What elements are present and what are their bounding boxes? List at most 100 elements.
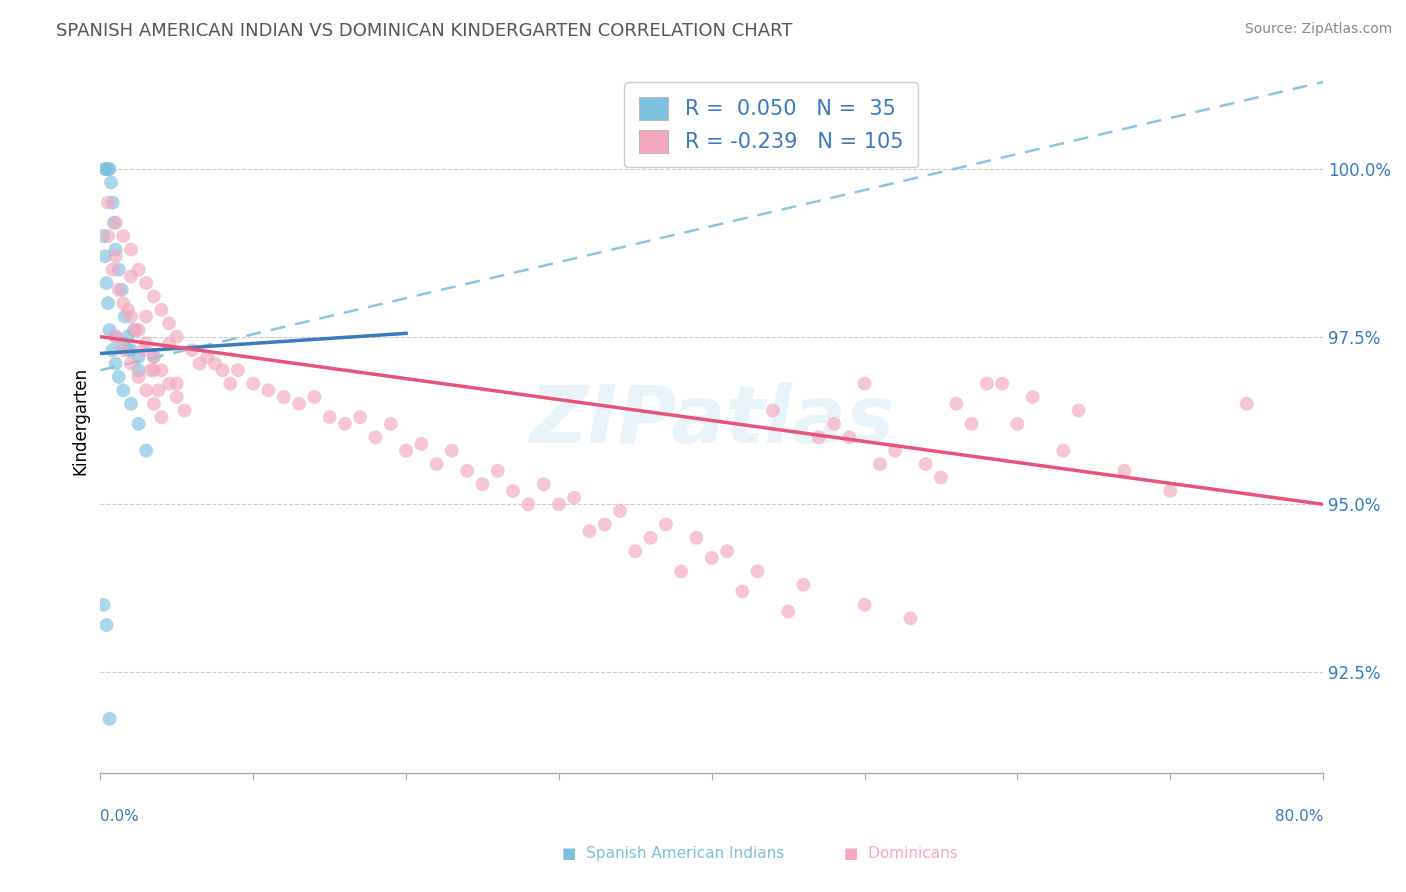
Point (731, 584, 754, 599)
Text: ZIPatlas: ZIPatlas (529, 382, 894, 459)
Point (640, 531, 662, 545)
Point (111, 283, 134, 297)
Text: ■  Spanish American Indians: ■ Spanish American Indians (562, 846, 785, 861)
Point (1159, 483, 1181, 498)
Point (440, 443, 463, 458)
Point (98, 712, 121, 726)
Point (114, 310, 136, 324)
Point (120, 310, 142, 324)
Point (104, 243, 127, 257)
Point (1067, 403, 1090, 417)
Point (148, 384, 170, 398)
Point (135, 336, 157, 351)
Point (104, 329, 127, 343)
Point (94, 162, 117, 177)
Text: ■  Dominicans: ■ Dominicans (844, 846, 957, 861)
Point (219, 376, 242, 391)
Point (900, 611, 922, 625)
Point (609, 504, 631, 518)
Point (181, 343, 204, 358)
Point (103, 216, 125, 230)
Point (1114, 464, 1136, 478)
Point (120, 243, 142, 257)
Point (700, 551, 723, 566)
Point (107, 283, 129, 297)
Point (204, 357, 226, 371)
Point (128, 350, 150, 364)
Point (173, 403, 195, 417)
Point (128, 417, 150, 431)
Point (112, 343, 135, 358)
Point (257, 384, 280, 398)
Point (195, 350, 218, 364)
Point (333, 417, 356, 431)
Point (226, 363, 249, 377)
Point (157, 316, 180, 330)
Point (128, 370, 150, 384)
Point (101, 343, 124, 358)
Point (929, 470, 952, 484)
Point (1236, 397, 1258, 411)
Point (533, 477, 555, 491)
Point (142, 397, 165, 411)
Point (562, 491, 585, 505)
Point (98, 162, 121, 177)
Point (128, 363, 150, 377)
Point (100, 176, 122, 190)
Point (135, 276, 157, 290)
Point (135, 310, 157, 324)
Point (349, 410, 371, 425)
Point (548, 497, 571, 511)
Point (364, 430, 387, 444)
Point (486, 464, 509, 478)
Point (188, 357, 211, 371)
Point (685, 531, 707, 545)
Point (304, 390, 326, 404)
Point (1022, 390, 1045, 404)
Point (117, 302, 139, 317)
Point (869, 457, 891, 471)
Point (960, 417, 983, 431)
Text: Source: ZipAtlas.com: Source: ZipAtlas.com (1244, 22, 1392, 37)
Point (142, 350, 165, 364)
Point (122, 323, 145, 337)
Point (107, 262, 129, 277)
Point (132, 343, 155, 358)
Point (395, 443, 418, 458)
Point (101, 195, 124, 210)
Point (107, 370, 129, 384)
Point (1007, 417, 1029, 431)
Point (112, 229, 135, 244)
Point (96, 618, 118, 632)
Point (838, 430, 860, 444)
Point (142, 350, 165, 364)
Point (104, 216, 127, 230)
Point (411, 437, 433, 451)
Point (884, 443, 907, 458)
Point (991, 376, 1014, 391)
Point (120, 397, 142, 411)
Point (517, 497, 540, 511)
Point (211, 363, 233, 377)
Point (426, 457, 449, 471)
Point (456, 464, 478, 478)
Point (101, 262, 124, 277)
Point (853, 376, 876, 391)
Point (96, 162, 118, 177)
Text: SPANISH AMERICAN INDIAN VS DOMINICAN KINDERGARTEN CORRELATION CHART: SPANISH AMERICAN INDIAN VS DOMINICAN KIN… (56, 22, 793, 40)
Point (112, 384, 135, 398)
Point (93, 229, 115, 244)
Point (823, 417, 845, 431)
Point (98, 323, 121, 337)
Text: 0.0%: 0.0% (100, 809, 139, 824)
Point (150, 363, 173, 377)
Point (502, 483, 524, 498)
Point (97, 229, 120, 244)
Point (914, 457, 936, 471)
Point (150, 410, 173, 425)
Point (104, 357, 127, 371)
Point (716, 544, 738, 558)
Point (1052, 443, 1074, 458)
Point (792, 578, 814, 592)
Point (655, 517, 678, 532)
